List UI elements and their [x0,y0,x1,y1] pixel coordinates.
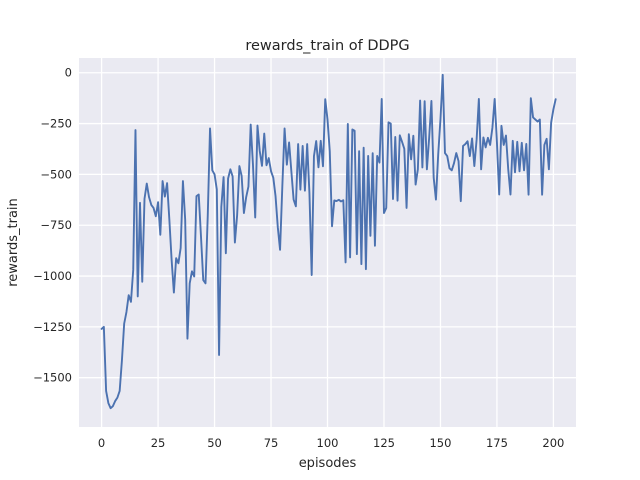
y-tick-label: −250 [40,117,72,131]
x-tick-label: 125 [373,436,395,450]
x-tick-labels: 0 25 50 75 100 125 150 175 200 [98,436,564,450]
x-tick-label: 0 [98,436,105,450]
x-tick-label: 50 [207,436,222,450]
series-group [100,73,557,410]
y-tick-label: 0 [65,66,72,80]
x-axis-label: episodes [299,456,357,471]
y-axis-label: rewards_train [6,198,21,287]
x-tick-label: 100 [317,436,339,450]
x-tick-label: 25 [151,436,166,450]
y-tick-label: −750 [40,218,72,232]
y-tick-label: −1500 [33,371,72,385]
chart-title: rewards_train of DDPG [245,38,409,54]
y-tick-label: −1000 [33,269,72,283]
y-tick-labels: 0 −250 −500 −750 −1000 −1250 −1500 [33,66,72,385]
y-tick-label: −1250 [33,320,72,334]
y-tick-label: −500 [40,167,72,181]
reward-line [100,73,557,410]
x-tick-label: 200 [542,436,564,450]
x-tick-label: 150 [429,436,451,450]
x-tick-label: 75 [264,436,279,450]
x-tick-label: 175 [486,436,508,450]
